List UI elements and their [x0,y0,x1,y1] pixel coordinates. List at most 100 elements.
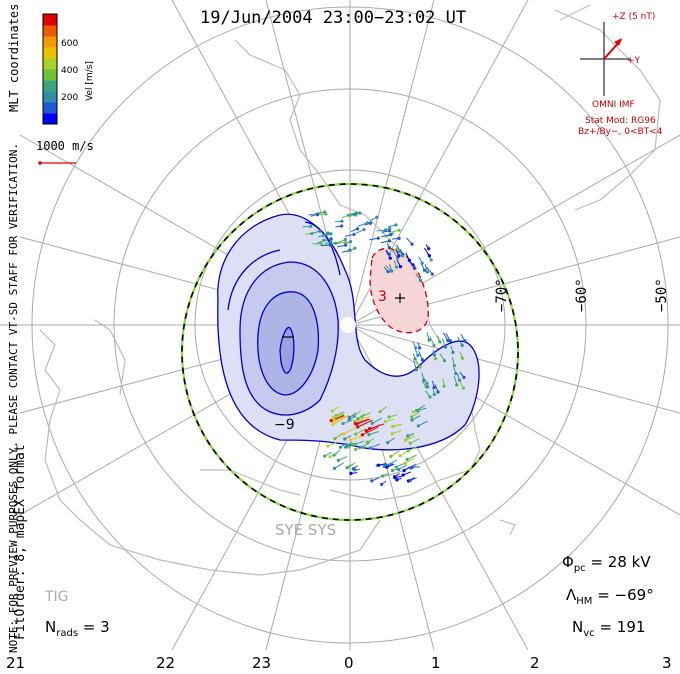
vector-origin [351,467,355,471]
vector-origin [398,454,402,458]
velocity-vector [411,410,421,418]
vector-origin [336,458,340,462]
vector-origin [397,254,401,258]
vector-origin [424,385,428,389]
velocity-vector [457,336,463,346]
vector-origin [425,270,430,274]
vector-origin [427,247,431,251]
vector-origin [318,229,322,233]
vector-origin [377,463,381,467]
vector-origin [460,343,464,347]
imf-conditions: Bz+/By−, 0<BT<4 [578,127,663,137]
vector-origin [356,425,360,429]
vector-origin [410,418,414,422]
vector-origin [418,365,422,369]
vector-origin [390,269,394,273]
lambda-symbol: Λ [566,586,577,604]
colorbar-tick-400: 400 [61,66,79,76]
latitude-label-50: −50° [654,278,670,312]
vector-origin [365,221,370,225]
vector-origin [333,436,337,441]
vector-origin [328,455,332,459]
colorbar-segment [43,14,57,26]
scale-vector [38,161,76,165]
velocity-vector [334,432,344,440]
mlt-label-1: 1 [431,654,441,672]
vector-origin [410,242,414,246]
vector-origin [331,415,336,419]
imf-y-label: +Y [627,56,641,66]
vector-origin [432,385,436,390]
vector-origin [349,239,353,244]
vector-origin [388,233,393,237]
vector-origin [349,471,353,475]
vector-origin [398,265,403,269]
velocity-vector [371,417,382,424]
vector-origin [401,473,405,477]
nrads-subscript: rads [56,628,79,639]
colorbar-segment [43,91,57,103]
vector-origin [420,358,424,362]
velocity-vector [390,450,400,457]
phi-value: = 28 kV [590,553,651,571]
velocity-vector [362,426,379,436]
mlt-label-21: 21 [6,654,26,672]
velocity-vector [334,462,345,469]
vector-origin [403,461,407,465]
vector-origin [442,384,446,388]
vector-origin [387,246,391,250]
vector-origin [338,445,342,449]
vector-origin [386,270,390,274]
vector-origin [319,242,323,246]
vector-origin [448,339,452,343]
vector-origin [411,410,415,414]
vector-origin [394,465,398,469]
vector-origin [353,447,358,452]
vector-origin [343,243,348,247]
vector-origin [368,446,372,450]
vector-origin [364,429,368,433]
vector-origin [326,444,330,448]
velocity-vector [356,416,371,422]
mlt-label-0: 0 [344,654,354,672]
vector-origin [461,386,465,390]
velocity-vector [429,336,435,346]
vector-origin [429,258,433,262]
vector-origin [333,241,338,245]
station-sye-sys: SYE SYS [275,521,337,539]
vector-origin [388,227,392,231]
vector-origin [394,265,399,269]
vector-origin [358,211,362,215]
lambda-subscript: HM [576,596,593,607]
vector-origin [380,482,384,487]
vector-origin [436,390,440,394]
vector-origin [462,375,466,379]
vector-origin [387,239,392,243]
vector-origin [383,420,388,424]
stat-model: Stat Mod: RG96 [585,116,656,126]
vector-origin [343,437,347,441]
velocity-vector [321,233,332,238]
velocity-vector [335,411,345,419]
vector-origin [434,357,438,361]
vector-origin [390,424,395,429]
vector-origin [387,415,391,419]
vector-origin [340,224,344,228]
vector-origin [409,415,414,419]
vector-origin [418,346,422,350]
lambda-value: = −69° [597,586,654,604]
vector-origin [422,268,427,272]
vector-origin [397,228,401,232]
vector-origin [412,266,416,271]
vector-origin [395,478,399,482]
vector-origin [354,211,358,216]
vector-origin [355,422,359,426]
vector-origin [375,215,379,219]
vector-origin [408,478,412,482]
vector-origin [376,236,380,240]
vector-origin [367,432,371,437]
vector-origin [406,434,410,438]
vector-origin [390,468,395,473]
velocity-vector [409,438,420,444]
vector-origin [413,357,417,361]
